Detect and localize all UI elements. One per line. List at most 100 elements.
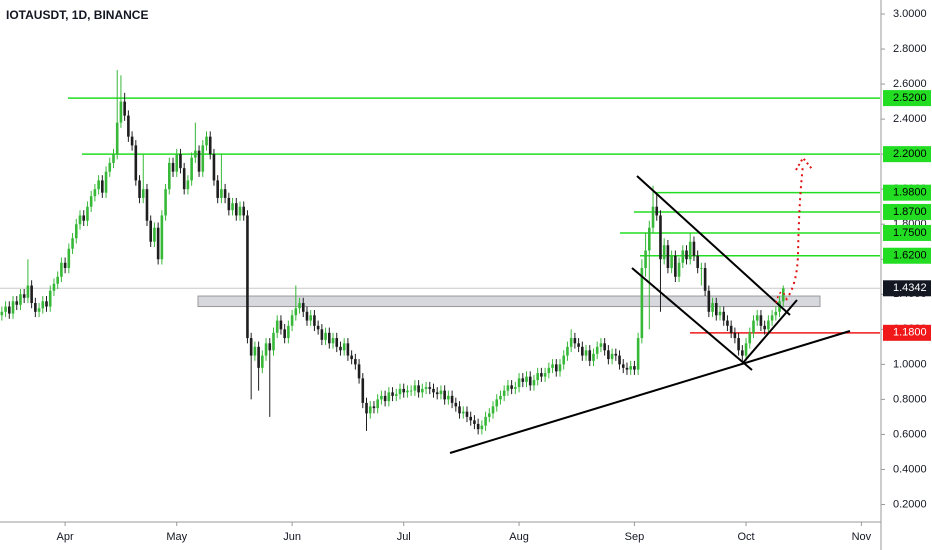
- trendline: [741, 299, 798, 365]
- candle-body: [421, 388, 424, 393]
- candle-body: [718, 311, 722, 316]
- candle-body: [313, 315, 316, 326]
- candle-body: [581, 346, 584, 356]
- candle-body: [484, 416, 487, 426]
- candle-body: [141, 189, 145, 198]
- candle-body: [391, 392, 394, 396]
- candle-body: [212, 154, 216, 181]
- candle-body: [372, 406, 376, 409]
- candle-body: [703, 268, 707, 291]
- candle-body: [532, 380, 536, 386]
- candle-body: [301, 303, 305, 312]
- candle-body: [517, 378, 521, 388]
- candle-body: [134, 145, 138, 181]
- candle-body: [688, 241, 692, 260]
- x-tick-label: Sep: [625, 531, 645, 543]
- candle-body: [767, 320, 770, 330]
- level-label: 1.6200: [893, 250, 927, 262]
- candle-body: [741, 350, 744, 356]
- candle-body: [383, 395, 387, 402]
- candle-body: [726, 320, 729, 326]
- candle-body: [164, 189, 167, 216]
- level-label-box: [883, 247, 931, 264]
- candle-body: [447, 395, 450, 400]
- candle-body: [607, 350, 610, 360]
- candle-body: [588, 350, 592, 361]
- candle-body: [499, 395, 502, 400]
- candle-body: [78, 215, 82, 225]
- candle-body: [603, 343, 606, 351]
- candle-body: [11, 301, 15, 314]
- candle-body: [454, 402, 458, 407]
- last-price-box: [883, 280, 931, 297]
- candle-body: [63, 262, 67, 269]
- candle-body: [324, 332, 327, 340]
- y-tick-label: 0.2000: [893, 498, 927, 510]
- level-label-box: [883, 324, 931, 341]
- candle-body: [577, 343, 580, 347]
- candle-body: [272, 332, 275, 351]
- candle-body: [707, 290, 711, 312]
- candle-body: [86, 206, 89, 221]
- level-label-box: [883, 203, 931, 220]
- candle-body: [354, 359, 357, 365]
- candle-body: [67, 248, 71, 269]
- candle-body: [473, 420, 476, 424]
- candle-body: [514, 387, 517, 389]
- candle-body: [402, 388, 406, 393]
- candle-body: [495, 399, 499, 407]
- candle-body: [179, 154, 182, 169]
- x-tick-label: Aug: [509, 531, 529, 543]
- candle-body: [696, 255, 699, 269]
- candle-body: [294, 308, 298, 316]
- candle-body: [175, 154, 179, 172]
- candle-body: [435, 392, 439, 395]
- candle-body: [755, 315, 759, 321]
- candle-body: [30, 285, 33, 304]
- candle-body: [770, 315, 774, 321]
- candle-body: [569, 338, 573, 347]
- candle-body: [458, 406, 461, 414]
- candle-body: [149, 220, 152, 242]
- candle-body: [368, 406, 372, 414]
- candle-body: [562, 355, 566, 365]
- candle-body: [71, 238, 74, 249]
- candle-body: [160, 215, 164, 260]
- candle-body: [685, 250, 688, 260]
- candle-body: [216, 180, 219, 198]
- candle-body: [194, 150, 197, 158]
- candle-body: [621, 364, 625, 368]
- candle-body: [138, 180, 141, 198]
- candle-body: [123, 101, 126, 116]
- y-tick-label: 0.6000: [893, 428, 927, 440]
- candle-body: [268, 343, 272, 351]
- candle-body: [93, 189, 97, 197]
- candle-body: [488, 413, 491, 417]
- candle-body: [677, 262, 681, 277]
- candle-body: [566, 346, 569, 356]
- candle-body: [536, 373, 539, 381]
- candle-body: [309, 315, 312, 321]
- candle-body: [97, 180, 100, 190]
- candle-body: [316, 325, 320, 330]
- y-tick-label: 2.6000: [893, 78, 927, 90]
- level-label-box: [883, 146, 931, 163]
- candle-body: [662, 245, 666, 260]
- candle-body: [182, 168, 186, 190]
- candle-body: [681, 250, 685, 263]
- level-label: 1.8700: [893, 206, 927, 218]
- y-tick-label: 0.4000: [893, 463, 927, 475]
- candle-body: [0, 311, 4, 316]
- candle-body: [34, 303, 37, 312]
- candle-body: [752, 320, 755, 333]
- candle-body: [700, 268, 703, 269]
- candle-body: [733, 332, 737, 339]
- candle-body: [394, 394, 398, 396]
- candle-body: [595, 346, 599, 354]
- candle-body: [89, 196, 93, 207]
- x-tick-label: Jul: [397, 531, 411, 543]
- candle-body: [432, 388, 435, 393]
- candle-body: [156, 227, 160, 260]
- candle-body: [208, 136, 212, 155]
- candle-body: [339, 346, 342, 351]
